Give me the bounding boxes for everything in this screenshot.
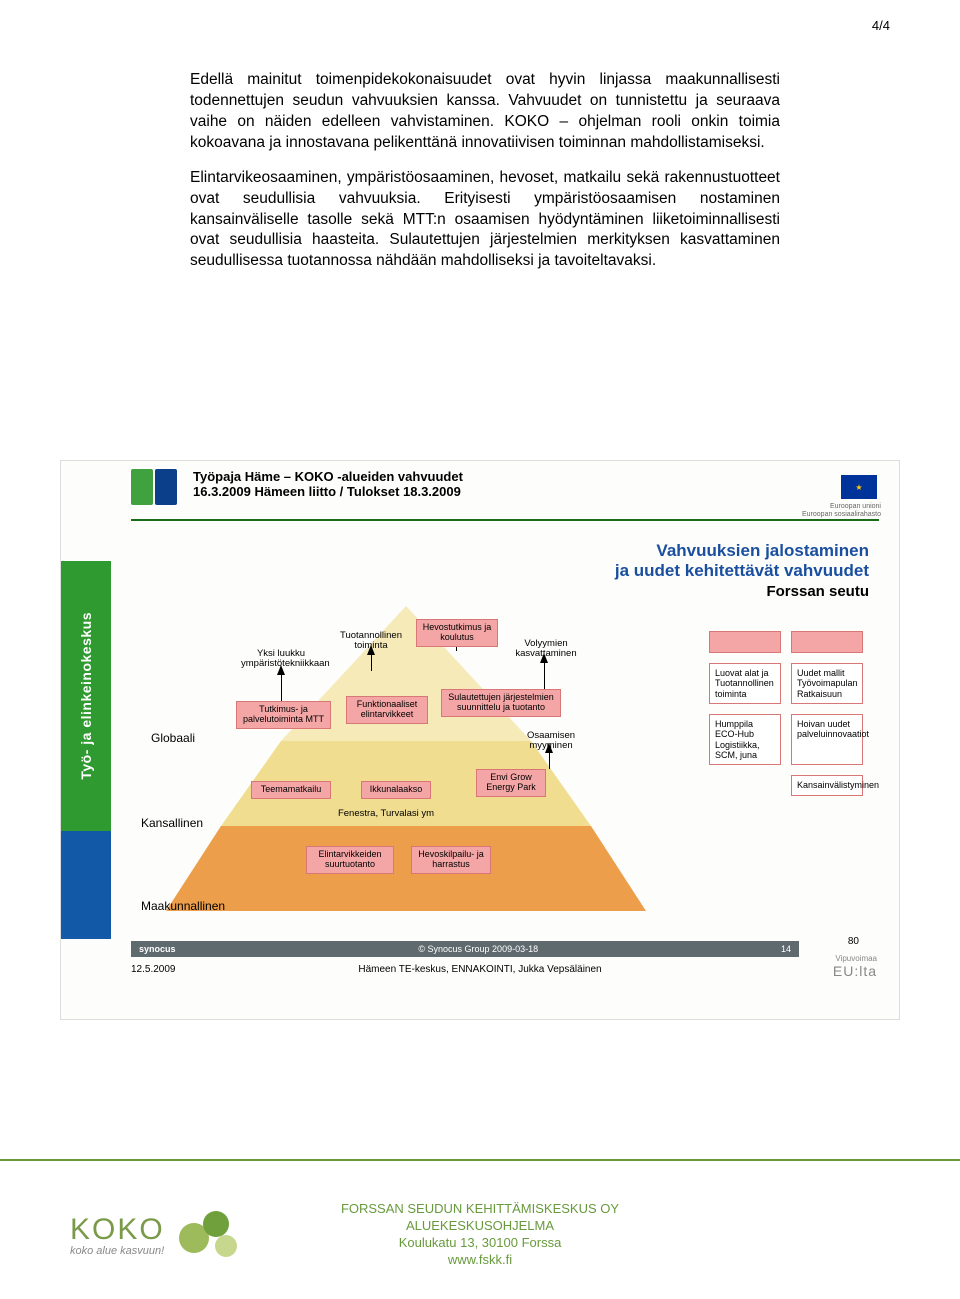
slide-number-80: 80 bbox=[848, 936, 859, 947]
arrow-stem-1 bbox=[281, 673, 282, 701]
pyramid-diagram: Globaali Kansallinen Maakunnallinen Yksi… bbox=[161, 601, 651, 931]
eu-label-2: Euroopan sosiaalirahasto bbox=[802, 511, 881, 519]
subtitle-line3: Forssan seutu bbox=[615, 583, 869, 600]
arrow-up-4 bbox=[540, 653, 548, 663]
arrow-up-2 bbox=[367, 645, 375, 655]
label-fenestra: Fenestra, Turvalasi ym bbox=[331, 809, 441, 819]
header-divider bbox=[131, 519, 879, 521]
eulta-text: EU:lta bbox=[833, 964, 877, 979]
box-elintarvikkeiden: Elintarvikkeiden suurtuotanto bbox=[306, 846, 394, 874]
footer-line-1: FORSSAN SEUDUN KEHITTÄMISKESKUS OY bbox=[0, 1201, 960, 1218]
vipuvoimaa-logo: Vipuvoimaa EU:lta bbox=[833, 955, 877, 979]
slide-title-line1: Työpaja Häme – KOKO -alueiden vahvuudet bbox=[193, 469, 463, 484]
sidebar-green: Työ- ja elinkeinokeskus bbox=[61, 561, 111, 831]
level-globaali: Globaali bbox=[151, 731, 195, 745]
te-logo bbox=[131, 469, 179, 509]
side-box-kansainvalistyminen: Kansainvälistyminen bbox=[791, 775, 863, 795]
sidebar-blue bbox=[61, 831, 111, 939]
box-teemamatkailu: Teemamatkailu bbox=[251, 781, 331, 799]
arrow-stem-2 bbox=[371, 653, 372, 671]
footer-right: 14 bbox=[781, 944, 791, 954]
body-text: Edellä mainitut toimenpidekokonaisuudet … bbox=[190, 70, 780, 286]
arrow-stem-5 bbox=[549, 751, 550, 769]
level-kansallinen: Kansallinen bbox=[141, 816, 203, 830]
embedded-slide: Työpaja Häme – KOKO -alueiden vahvuudet … bbox=[60, 460, 900, 1020]
sidebar-strip: Työ- ja elinkeinokeskus bbox=[61, 561, 111, 939]
arrow-up-5 bbox=[545, 743, 553, 753]
footer-line-3: Koulukatu 13, 30100 Forssa bbox=[0, 1235, 960, 1252]
box-hevostutkimus: Hevostutkimus ja koulutus bbox=[416, 619, 498, 647]
box-sulautettujen: Sulautettujen järjestelmien suunnittelu … bbox=[441, 689, 561, 717]
slide-title-line2: 16.3.2009 Hämeen liitto / Tulokset 18.3.… bbox=[193, 484, 463, 499]
side-box-uudet-mallit: Uudet mallit Työvoimapulan Ratkaisuun bbox=[791, 663, 863, 704]
subtitle-line2: ja uudet kehitettävät vahvuudet bbox=[615, 561, 869, 581]
footer-left: synocus bbox=[139, 944, 176, 954]
slide-header: Työpaja Häme – KOKO -alueiden vahvuudet … bbox=[61, 469, 899, 525]
te-logo-blue bbox=[155, 469, 177, 505]
arrow-stem-4 bbox=[544, 661, 545, 689]
page-number: 4/4 bbox=[872, 18, 890, 33]
box-ikkunalaakso: Ikkunalaakso bbox=[361, 781, 431, 799]
paragraph-1: Edellä mainitut toimenpidekokonaisuudet … bbox=[190, 70, 780, 154]
box-hevoskilpailu: Hevoskilpailu- ja harrastus bbox=[411, 846, 491, 874]
level-maakunnallinen: Maakunnallinen bbox=[141, 899, 225, 913]
footer-center: © Synocus Group 2009-03-18 bbox=[418, 944, 538, 954]
sidebar-label: Työ- ja elinkeinokeskus bbox=[78, 612, 94, 780]
footer-address: FORSSAN SEUDUN KEHITTÄMISKESKUS OY ALUEK… bbox=[0, 1201, 960, 1269]
paragraph-2: Elintarvikeosaaminen, ympäristöosaaminen… bbox=[190, 168, 780, 273]
slide-subtitle: Vahvuuksien jalostaminen ja uudet kehite… bbox=[615, 541, 869, 600]
side-box-luovat: Luovat alat ja Tuotannollinen toiminta bbox=[709, 663, 781, 704]
side-box-blank-1 bbox=[709, 631, 781, 653]
eu-caption: Euroopan unioni Euroopan sosiaalirahasto bbox=[802, 503, 881, 518]
footer-line-2: ALUEKESKUSOHJELMA bbox=[0, 1218, 960, 1235]
slide-title: Työpaja Häme – KOKO -alueiden vahvuudet … bbox=[193, 469, 463, 499]
slide-footer-text: Hämeen TE-keskus, ENNAKOINTI, Jukka Veps… bbox=[61, 964, 899, 975]
box-envigrow: Envi Grow Energy Park bbox=[476, 769, 546, 797]
eu-label-1: Euroopan unioni bbox=[802, 503, 881, 511]
te-logo-green bbox=[131, 469, 153, 505]
side-boxes-column: Luovat alat ja Tuotannollinen toiminta U… bbox=[709, 631, 869, 796]
subtitle-line1: Vahvuuksien jalostaminen bbox=[615, 541, 869, 561]
eu-flag-icon: ★ bbox=[841, 475, 877, 499]
side-box-hoivan: Hoivan uudet palveluinnovaatiot bbox=[791, 714, 863, 765]
footer-line-4: www.fskk.fi bbox=[0, 1252, 960, 1269]
slide-footer-bar: synocus © Synocus Group 2009-03-18 14 bbox=[131, 941, 799, 957]
box-tutkimus-mtt: Tutkimus- ja palvelutoiminta MTT bbox=[236, 701, 331, 729]
side-box-humppila: Humppila ECO-Hub Logistiikka, SCM, juna bbox=[709, 714, 781, 765]
box-funktionaaliset: Funktionaaliset elintarvikkeet bbox=[346, 696, 428, 724]
page-footer: KOKO koko alue kasvuun! FORSSAN SEUDUN K… bbox=[0, 1159, 960, 1299]
arrow-up-1 bbox=[277, 665, 285, 675]
side-box-blank-2 bbox=[791, 631, 863, 653]
